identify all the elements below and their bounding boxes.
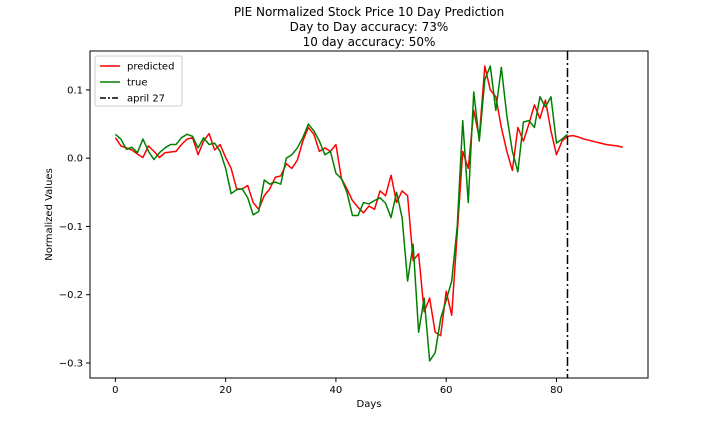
x-tick-label: 40 — [330, 385, 343, 396]
y-axis-ticks: −0.3 −0.2 −0.1 0.0 0.1 — [59, 85, 90, 369]
x-tick-label: 20 — [219, 385, 232, 396]
x-axis-label: Days — [357, 399, 382, 410]
chart-title-line: PIE Normalized Stock Price 10 Day Predic… — [234, 5, 504, 19]
chart-title: PIE Normalized Stock Price 10 Day Predic… — [234, 5, 504, 49]
y-axis-label: Normalized Values — [44, 168, 55, 261]
x-tick-label: 60 — [440, 385, 453, 396]
y-tick-label: −0.1 — [59, 222, 83, 233]
series-line-true — [114, 65, 568, 362]
y-tick-label: 0.1 — [67, 85, 83, 96]
x-tick-label: 80 — [550, 385, 563, 396]
x-axis-ticks: 0 20 40 60 80 — [112, 378, 563, 396]
chart-title-line: Day to Day accuracy: 73% — [290, 20, 449, 34]
legend-label: predicted — [127, 62, 174, 73]
series-line-predicted — [114, 65, 623, 337]
plot-frame — [89, 50, 649, 379]
legend-label: april 27 — [127, 94, 165, 105]
y-tick-label: 0.0 — [67, 154, 83, 165]
y-tick-label: −0.2 — [59, 290, 83, 301]
chart-title-line: 10 day accuracy: 50% — [303, 35, 436, 49]
legend-box — [94, 55, 183, 107]
series-layer — [114, 65, 623, 362]
legend-label: true — [127, 78, 148, 89]
y-tick-label: −0.3 — [59, 358, 83, 369]
plot-axes — [89, 50, 649, 379]
x-tick-label: 0 — [112, 385, 118, 396]
legend: predicted true april 27 — [94, 55, 183, 107]
